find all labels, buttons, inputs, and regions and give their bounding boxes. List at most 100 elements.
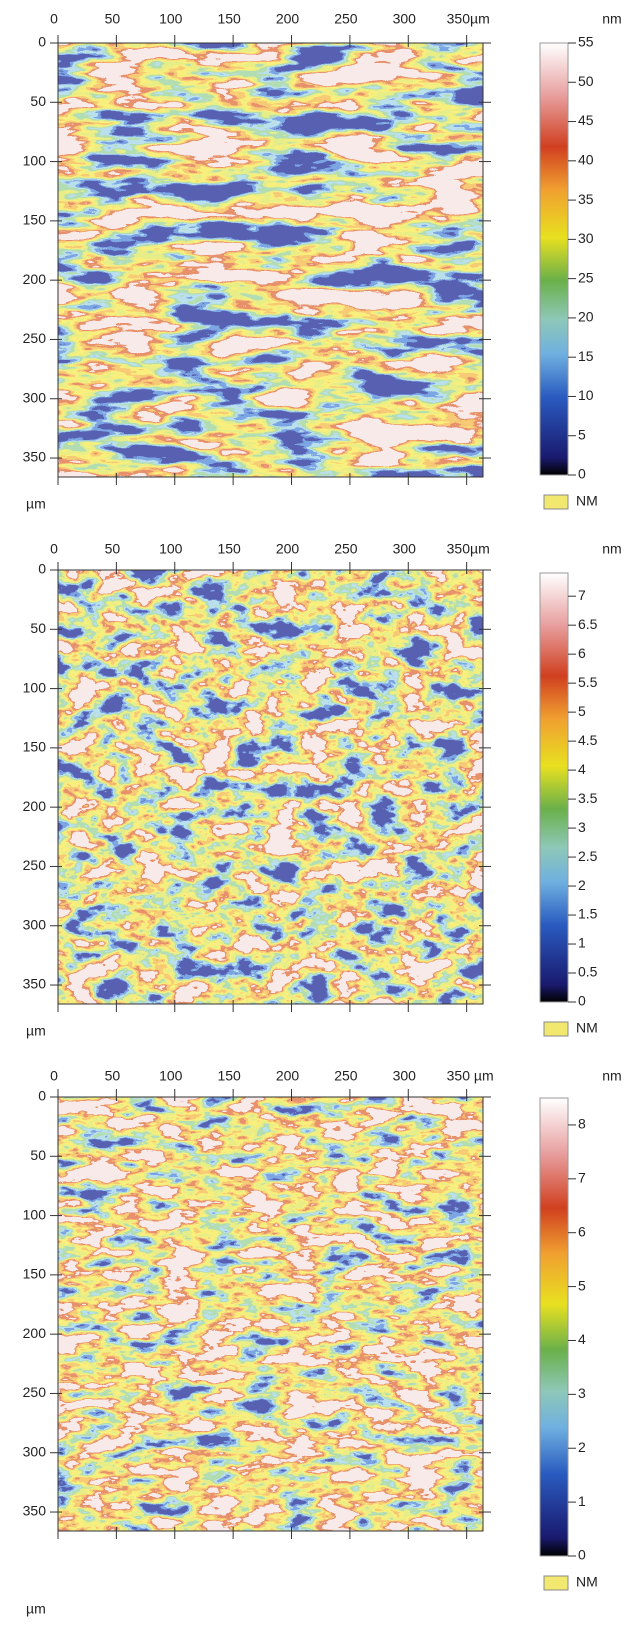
x-tick-label: 150 [217, 11, 241, 27]
colorbar-tick-label: 55 [578, 34, 594, 50]
colorbar-tick-label: 6.5 [578, 616, 598, 632]
y-tick-label: 50 [30, 93, 46, 109]
axis-unit: µm [26, 1601, 46, 1617]
x-tick-label: 100 [159, 541, 183, 557]
colorbar-tick-label: 5.5 [578, 674, 598, 690]
axis-unit: µm [26, 496, 46, 512]
x-tick-label: 0 [50, 11, 58, 27]
panel: 0 50 100 150 200 250 300 350µm05010015020025030… [23, 541, 622, 1039]
colorbar-tick-label: 4 [578, 1331, 586, 1347]
colorbar-tick-label: 2.5 [578, 848, 598, 864]
x-tick-label: 0 [50, 541, 58, 557]
colorbar-tick-label: 3 [578, 819, 586, 835]
y-tick-label: 250 [23, 1384, 47, 1400]
colorbar-tick-label: 20 [578, 309, 594, 325]
colorbar-tick-label: 25 [578, 269, 594, 285]
y-tick-label: 250 [23, 857, 47, 873]
x-tick-label: 350µm [447, 541, 490, 557]
y-tick-label: 0 [38, 34, 46, 50]
x-tick-label: 100 [159, 11, 183, 27]
x-tick-label: 300 [393, 1068, 417, 1084]
colorbar-unit: nm [602, 1068, 621, 1084]
colorbar-tick-label: 30 [578, 230, 594, 246]
y-tick-label: 150 [23, 1266, 47, 1282]
colorbar-tick-label: 5 [578, 426, 586, 442]
y-tick-label: 350 [23, 1503, 47, 1519]
colorbar-unit: nm [602, 11, 621, 27]
plot-frame [57, 42, 484, 478]
y-tick-label: 0 [38, 1088, 46, 1104]
colorbar-tick-label: 5 [578, 703, 586, 719]
axis-unit: µm [26, 1023, 46, 1039]
y-tick-label: 350 [23, 449, 47, 465]
y-tick-label: 100 [23, 1206, 47, 1222]
y-tick-label: 200 [23, 798, 47, 814]
x-tick-label: 50 [105, 1068, 121, 1084]
panel: 0 50 100 150 200 250 300 350 µm0501001502002503… [23, 1068, 622, 1617]
colorbar-tick-label: 2 [578, 877, 586, 893]
x-tick-label: 150 [217, 541, 241, 557]
y-tick-label: 250 [23, 330, 47, 346]
surface-map [58, 1097, 483, 1531]
y-tick-label: 100 [23, 679, 47, 695]
colorbar-tick-label: 0 [578, 993, 586, 1009]
y-tick-label: 300 [23, 916, 47, 932]
colorbar-tick-label: 1 [578, 1493, 586, 1509]
colorbar-unit: nm [602, 541, 621, 557]
x-tick-label: 100 [159, 1068, 183, 1084]
colorbar-tick-label: 3 [578, 1385, 586, 1401]
y-tick-label: 300 [23, 389, 47, 405]
x-tick-label: 150 [217, 1068, 241, 1084]
x-tick-label: 300 [393, 541, 417, 557]
y-tick-label: 300 [23, 1443, 47, 1459]
colorbar-tick-label: 4 [578, 761, 586, 777]
x-tick-label: 200 [276, 541, 300, 557]
colorbar-tick-label: 0 [578, 1547, 586, 1563]
colorbar-tick-label: 0 [578, 466, 586, 482]
legend-label: NM [576, 1020, 598, 1036]
colorbar-tick-label: 7 [578, 1170, 586, 1186]
x-tick-label: 0 [50, 1068, 58, 1084]
x-tick-label: 50 [105, 541, 121, 557]
x-tick-label: 300 [393, 11, 417, 27]
surface-map [58, 43, 483, 477]
x-tick-label: 250 [334, 11, 358, 27]
x-tick-label: 350 µm [447, 1068, 494, 1084]
y-tick-label: 50 [30, 1147, 46, 1163]
colorbar-tick-label: 7 [578, 587, 586, 603]
x-tick-label: 50 [105, 11, 121, 27]
colorbar-tick-label: 5 [578, 1277, 586, 1293]
colorbar-tick-label: 1 [578, 935, 586, 951]
colorbar-tick-label: 10 [578, 387, 594, 403]
colorbar-tick-label: 3.5 [578, 790, 598, 806]
legend-label: NM [576, 493, 598, 509]
colorbar-tick-label: 8 [578, 1116, 586, 1132]
colorbar-tick-label: 0.5 [578, 964, 598, 980]
colorbar-tick-label: 6 [578, 1223, 586, 1239]
panel: 0 50 100 150 200 250 300 350µm05010015020025030… [23, 11, 622, 512]
y-tick-label: 0 [38, 561, 46, 577]
legend-swatch [543, 1575, 569, 1591]
colorbar [539, 1097, 569, 1557]
x-tick-label: 200 [276, 11, 300, 27]
legend-swatch [543, 494, 569, 510]
y-tick-label: 350 [23, 976, 47, 992]
y-tick-label: 100 [23, 152, 47, 168]
legend-swatch [543, 1021, 569, 1037]
colorbar-tick-label: 15 [578, 348, 594, 364]
x-tick-label: 250 [334, 1068, 358, 1084]
colorbar [539, 42, 569, 476]
y-tick-label: 200 [23, 1325, 47, 1341]
colorbar-tick-label: 50 [578, 73, 594, 89]
colorbar-tick-label: 45 [578, 112, 594, 128]
colorbar-tick-label: 4.5 [578, 732, 598, 748]
x-tick-label: 350µm [447, 11, 490, 27]
x-tick-label: 200 [276, 1068, 300, 1084]
colorbar-tick-label: 40 [578, 152, 594, 168]
colorbar-tick-label: 6 [578, 645, 586, 661]
colorbar-tick-label: 1.5 [578, 906, 598, 922]
x-tick-label: 250 [334, 541, 358, 557]
y-tick-label: 150 [23, 739, 47, 755]
plot-frame [57, 1096, 484, 1532]
